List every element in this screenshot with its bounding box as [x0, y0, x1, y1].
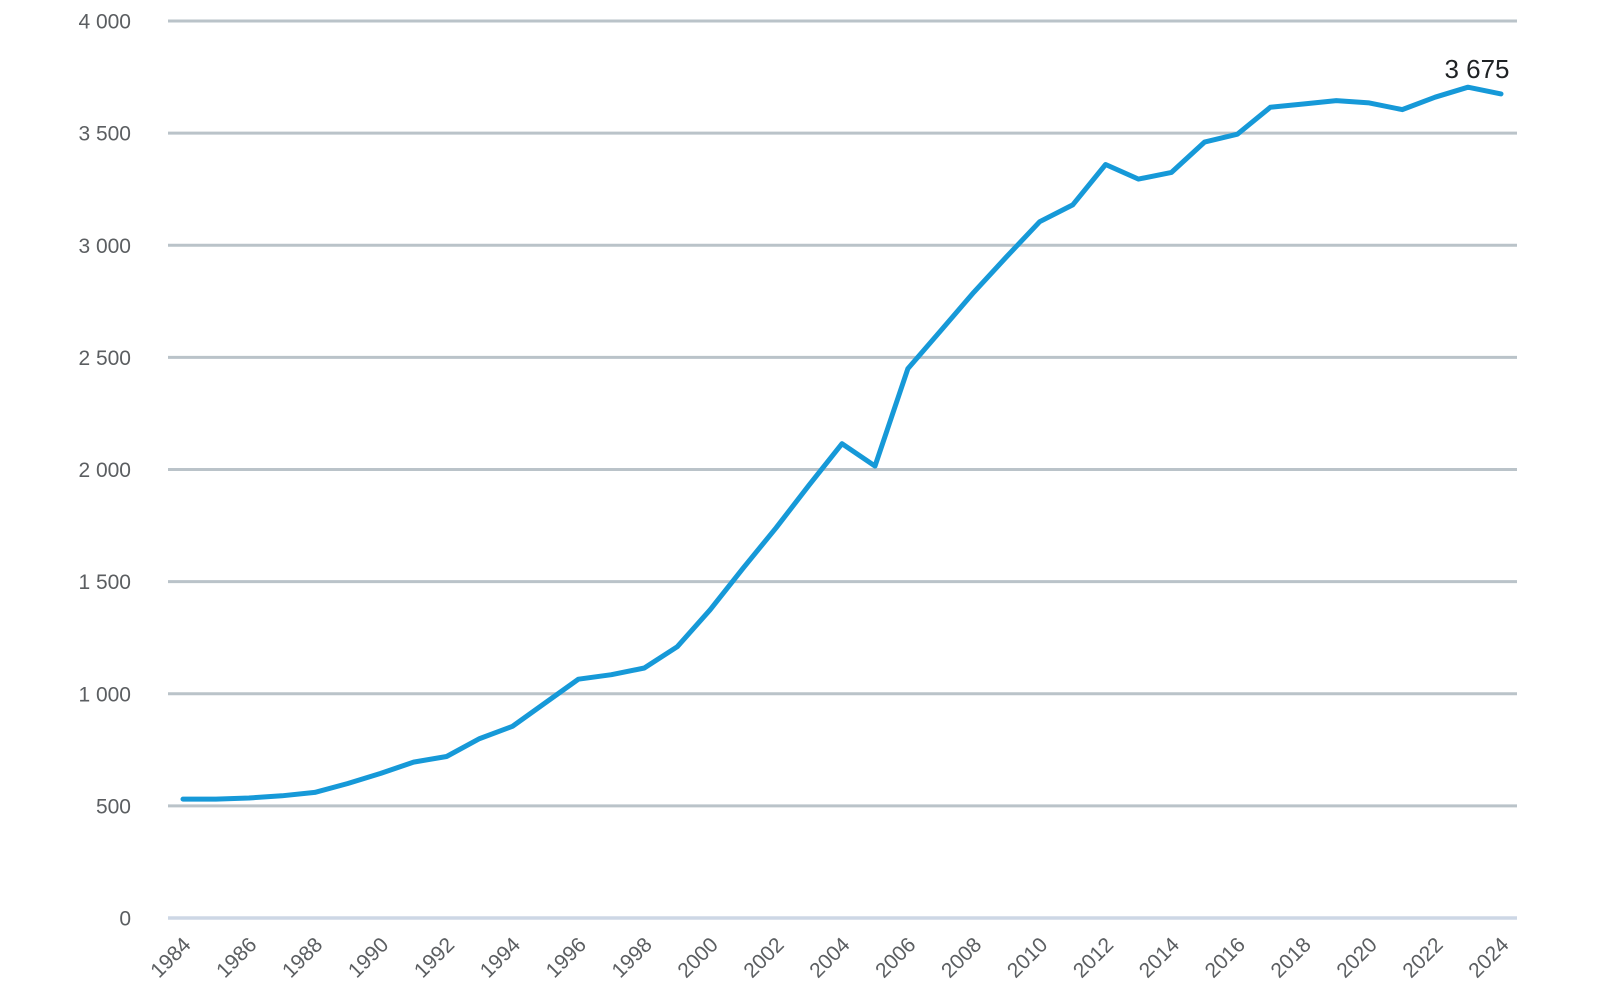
y-axis-tick-label: 3 500	[78, 123, 131, 146]
y-axis-tick-label: 4 000	[78, 11, 131, 34]
x-axis-tick-label: 2000	[673, 933, 722, 982]
y-axis-tick-label: 2 000	[78, 459, 131, 482]
y-axis-tick-label: 3 000	[78, 235, 131, 258]
x-axis-tick-label: 1988	[278, 933, 327, 982]
y-axis-tick-label: 1 000	[78, 683, 131, 706]
x-axis-tick-label: 2002	[739, 933, 788, 982]
x-axis-tick-label: 1990	[344, 933, 393, 982]
x-axis-tick-label: 2008	[937, 933, 986, 982]
x-axis-tick-label: 2010	[1003, 933, 1052, 982]
series-line	[180, 84, 1504, 802]
x-axis-tick-label: 1986	[212, 933, 261, 982]
y-axis-tick-label: 1 500	[78, 571, 131, 594]
x-axis-tick-label: 2018	[1267, 933, 1316, 982]
y-axis-tick-label: 500	[96, 795, 131, 818]
x-axis-tick-label: 2020	[1332, 933, 1381, 982]
x-axis-tick-label: 2022	[1398, 933, 1447, 982]
x-axis-tick-label: 1996	[542, 933, 591, 982]
x-axis-tick-label: 1984	[146, 933, 196, 983]
x-axis-tick-label: 2024	[1464, 933, 1514, 983]
x-axis-tick-label: 1994	[476, 933, 526, 983]
last-point-data-label: 3 675	[1444, 54, 1509, 84]
y-axis-tick-label: 0	[119, 908, 131, 931]
x-axis-tick-label: 2016	[1201, 933, 1250, 982]
x-axis-tick-label: 2012	[1069, 933, 1118, 982]
y-axis-tick-label: 2 500	[78, 347, 131, 370]
x-axis-tick-label: 2014	[1135, 933, 1185, 983]
x-axis-tick-label: 2006	[871, 933, 920, 982]
x-axis-tick-label: 1998	[608, 933, 657, 982]
x-axis-tick-label: 1992	[410, 933, 459, 982]
x-axis-tick-label: 2004	[805, 933, 855, 983]
